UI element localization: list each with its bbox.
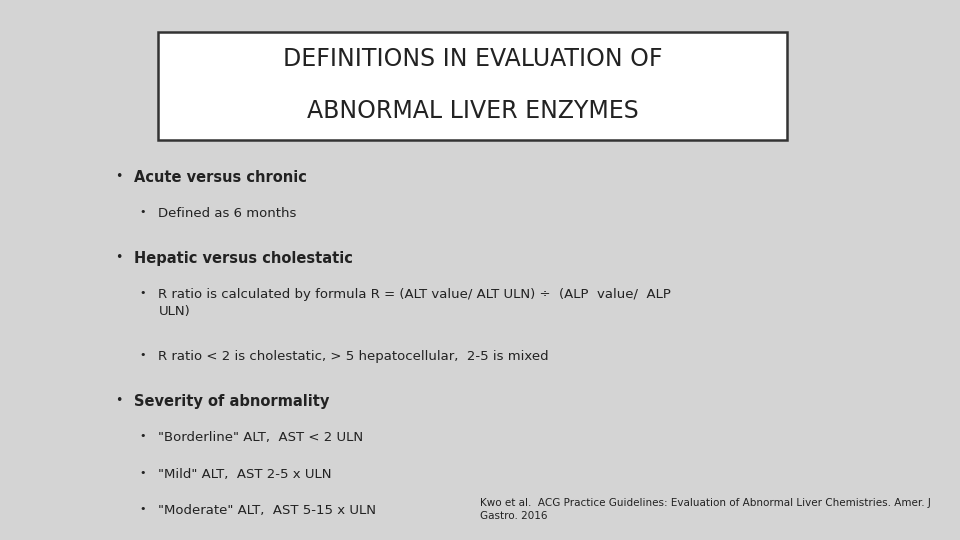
Text: •: • — [115, 170, 123, 183]
Text: •: • — [139, 468, 146, 478]
Text: R ratio < 2 is cholestatic, > 5 hepatocellular,  2-5 is mixed: R ratio < 2 is cholestatic, > 5 hepatoce… — [158, 350, 549, 363]
Text: •: • — [139, 288, 146, 298]
Text: "Moderate" ALT,  AST 5-15 x ULN: "Moderate" ALT, AST 5-15 x ULN — [158, 504, 376, 517]
Text: DEFINITIONS IN EVALUATION OF: DEFINITIONS IN EVALUATION OF — [283, 48, 662, 71]
Text: Hepatic versus cholestatic: Hepatic versus cholestatic — [134, 251, 353, 266]
Text: •: • — [115, 251, 123, 264]
Text: Acute versus chronic: Acute versus chronic — [134, 170, 307, 185]
Text: Severity of abnormality: Severity of abnormality — [134, 394, 330, 409]
Text: •: • — [139, 207, 146, 217]
Text: R ratio is calculated by formula R = (ALT value/ ALT ULN) ÷  (ALP  value/  ALP
U: R ratio is calculated by formula R = (AL… — [158, 288, 671, 318]
Text: ABNORMAL LIVER ENZYMES: ABNORMAL LIVER ENZYMES — [307, 99, 638, 123]
Text: •: • — [139, 504, 146, 515]
Text: •: • — [115, 394, 123, 407]
Text: Defined as 6 months: Defined as 6 months — [158, 207, 297, 220]
Text: "Mild" ALT,  AST 2-5 x ULN: "Mild" ALT, AST 2-5 x ULN — [158, 468, 332, 481]
FancyBboxPatch shape — [158, 32, 787, 140]
Text: •: • — [139, 350, 146, 360]
Text: Kwo et al.  ACG Practice Guidelines: Evaluation of Abnormal Liver Chemistries. A: Kwo et al. ACG Practice Guidelines: Eval… — [480, 498, 931, 521]
Text: "Borderline" ALT,  AST < 2 ULN: "Borderline" ALT, AST < 2 ULN — [158, 431, 364, 444]
Text: •: • — [139, 431, 146, 441]
